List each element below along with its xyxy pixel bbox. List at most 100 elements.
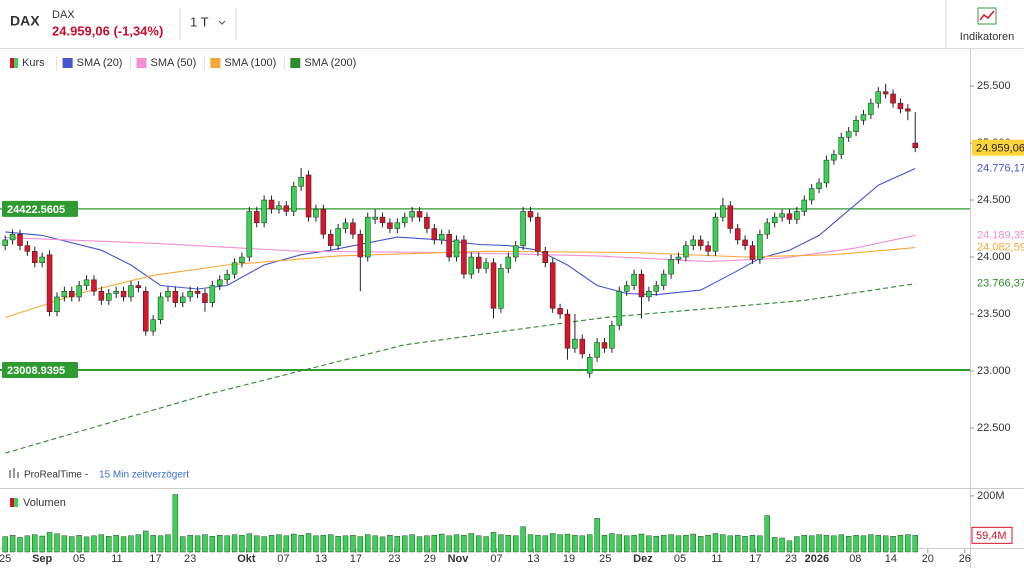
candle-body xyxy=(261,199,267,224)
volume-bar xyxy=(113,534,119,553)
legend-icon xyxy=(290,58,301,68)
x-tick-label: 05 xyxy=(674,553,686,565)
x-tick-label: 25 xyxy=(0,553,11,565)
candle-body xyxy=(46,254,53,313)
candle-body xyxy=(845,131,852,138)
x-tick-label: 14 xyxy=(885,553,897,565)
volume-bar xyxy=(424,535,430,553)
candle-body xyxy=(246,211,253,258)
volume-bar xyxy=(579,535,585,553)
candle-body xyxy=(453,239,460,258)
volume-bar xyxy=(616,534,622,553)
y-tick-label: 25.500 xyxy=(977,80,1011,92)
volume-bar xyxy=(150,534,156,553)
volume-bar xyxy=(328,534,334,553)
volume-bar xyxy=(24,535,31,553)
volume-bar xyxy=(98,534,105,553)
volume-bar xyxy=(564,533,571,553)
candle-body xyxy=(483,262,489,269)
volume-bar xyxy=(165,534,171,553)
candle-body xyxy=(135,285,142,289)
candle-body xyxy=(313,208,319,218)
volume-bar xyxy=(860,535,867,553)
candle-body xyxy=(697,239,704,246)
candle-body xyxy=(520,211,526,246)
volume-bar xyxy=(831,535,837,553)
volume-bar xyxy=(897,534,904,553)
candle-body xyxy=(327,233,334,246)
volume-bar xyxy=(239,534,245,553)
sma-line xyxy=(5,247,916,319)
plot: 24422.5605 23008.9395 xyxy=(0,83,970,454)
candle-body xyxy=(32,251,38,263)
sma-last-label: 24.082,59 xyxy=(977,242,1024,254)
volume-bar xyxy=(535,534,541,553)
x-tick-label: 26 xyxy=(959,553,971,565)
x-tick-label: 25 xyxy=(599,553,611,565)
candle-body xyxy=(535,216,541,252)
candle-body xyxy=(401,216,408,224)
volume-bar xyxy=(128,535,134,553)
volume-bar xyxy=(520,526,526,553)
price-last-box xyxy=(972,139,1024,156)
candle-body xyxy=(586,357,593,374)
volume-bar xyxy=(180,536,186,553)
candle-body xyxy=(387,222,393,229)
volume-bar xyxy=(868,534,874,553)
indicators-icon[interactable] xyxy=(977,7,997,25)
volume-bar xyxy=(2,536,8,553)
source-icon xyxy=(9,468,19,478)
volume-bar xyxy=(476,535,482,553)
y-tick-label: 23.500 xyxy=(977,308,1011,320)
volume-bar xyxy=(268,534,275,553)
candle-body xyxy=(727,205,734,229)
volume-bar xyxy=(172,494,179,553)
candle-body xyxy=(712,216,719,252)
volume-bar xyxy=(416,536,423,553)
volume-bar xyxy=(254,535,260,553)
volume-bar xyxy=(76,534,82,553)
volume-bar xyxy=(342,535,349,553)
candle-body xyxy=(268,199,275,210)
indicators-button[interactable]: Indikatoren xyxy=(960,31,1014,43)
volume-bar xyxy=(823,534,830,553)
volume-bar xyxy=(764,515,770,553)
volume-bar xyxy=(808,535,815,553)
candle-body xyxy=(749,245,756,260)
volume-bar xyxy=(505,534,512,553)
candle-body xyxy=(394,222,401,229)
volume-bar xyxy=(727,535,733,553)
candle-body xyxy=(557,308,563,315)
candle-body xyxy=(631,273,637,286)
volume-bar xyxy=(697,536,704,553)
candle-body xyxy=(409,211,415,218)
candle-body xyxy=(816,182,822,189)
volume-bar xyxy=(498,534,504,553)
volume-bar xyxy=(320,534,327,553)
volume-bar xyxy=(372,535,378,553)
legend-label: Kurs xyxy=(22,57,45,69)
x-tick-label: Sep xyxy=(32,553,52,565)
volume-bar xyxy=(542,535,549,553)
candle-body xyxy=(305,174,312,218)
x-tick-label: Nov xyxy=(448,553,470,565)
volume-bar xyxy=(83,536,90,553)
volume-last-box xyxy=(971,526,1013,544)
candle-body xyxy=(239,256,245,263)
volume-bar xyxy=(483,536,489,553)
candle-body xyxy=(357,233,364,258)
candle-body xyxy=(808,188,815,201)
x-tick-label: 05 xyxy=(73,553,85,565)
quote: 24.959,06 (-1,34%) xyxy=(52,23,163,38)
volume-bar xyxy=(402,535,408,553)
candle-body xyxy=(905,108,911,112)
volume-bar xyxy=(61,535,68,553)
legend-icon xyxy=(14,58,18,68)
volume-bar xyxy=(794,536,800,553)
x-tick-label: 11 xyxy=(111,553,122,565)
candle-body xyxy=(779,213,785,218)
volume-bar xyxy=(816,534,822,553)
period-select[interactable]: 1 T xyxy=(190,14,209,29)
volume-bar xyxy=(202,534,208,553)
volume-bar xyxy=(683,534,689,553)
